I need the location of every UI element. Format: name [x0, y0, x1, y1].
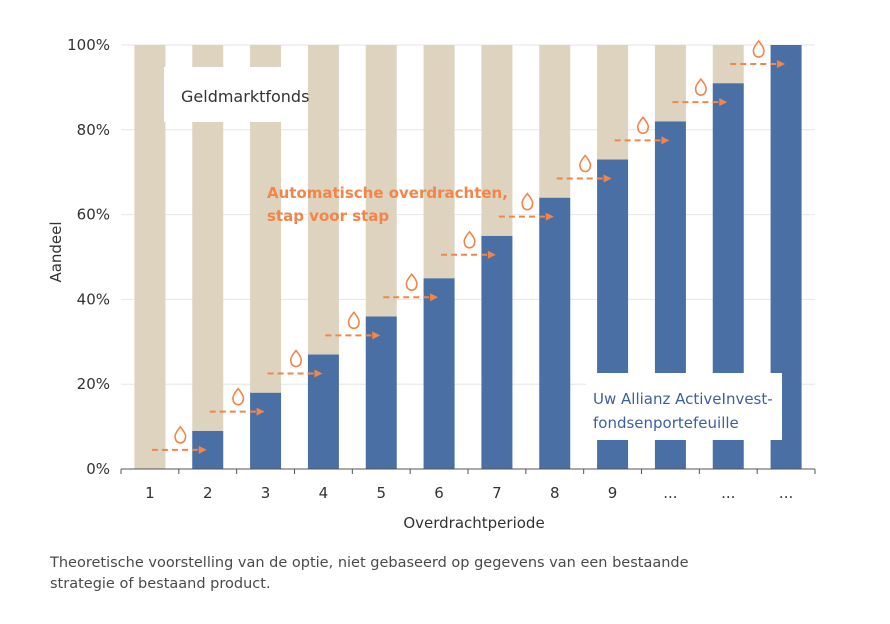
x-tick-label: ... [779, 484, 793, 502]
bar-geldmarktfonds [712, 45, 744, 84]
y-tick-label: 60% [77, 206, 110, 224]
x-tick-label: 5 [376, 484, 386, 502]
x-tick-label: ... [721, 484, 735, 502]
arrow-head-icon [430, 293, 439, 302]
bar-portfolio [423, 278, 455, 469]
y-tick-label: 40% [77, 290, 110, 308]
x-tick-label: 9 [608, 484, 618, 502]
label-portfolio-line2: fondsenportefeuille [593, 414, 739, 432]
arrow-head-icon [719, 98, 728, 107]
water-drop-icon [579, 154, 592, 173]
arrow-head-icon [198, 445, 207, 454]
bar-portfolio [539, 197, 571, 469]
bar-geldmarktfonds [307, 45, 339, 355]
label-portfolio-line1: Uw Allianz ActiveInvest- [593, 390, 773, 408]
arrow-head-icon [777, 60, 786, 68]
water-drop-icon [232, 387, 245, 406]
caption: Theoretische voorstelling van de optie, … [50, 553, 850, 595]
bar-geldmarktfonds [423, 45, 455, 279]
arrow-head-icon [603, 174, 612, 183]
bar-portfolio [250, 392, 282, 469]
water-drop-icon [174, 425, 187, 444]
x-tick-label: ... [663, 484, 677, 502]
label-transfers-line1: Automatische overdrachten, [267, 184, 508, 202]
bar-portfolio [365, 316, 397, 469]
y-tick-labels: 0% 20% 40% 60% 80% 100% [67, 36, 110, 478]
arrow-head-icon [487, 250, 496, 259]
water-drop-icon [347, 311, 360, 330]
y-tick-label: 0% [86, 460, 110, 478]
transfer-arrows [151, 39, 786, 454]
label-transfers-line2: stap voor stap [267, 207, 389, 225]
x-tick-labels: 1 2 3 4 5 6 7 8 9......... [120, 469, 816, 502]
water-drop-icon [405, 272, 418, 291]
bar-portfolio [307, 354, 339, 469]
bar-geldmarktfonds [597, 45, 629, 160]
label-backdrop-portfolio [586, 373, 782, 440]
bar-geldmarktfonds [539, 45, 571, 198]
x-axis-title: Overdrachtperiode [403, 514, 544, 532]
arrow-head-icon [661, 136, 670, 145]
x-tick-label: 4 [319, 484, 329, 502]
water-drop-icon [752, 39, 765, 58]
y-axis-title: Aandeel [47, 221, 65, 282]
y-tick-label: 100% [67, 36, 110, 54]
bar-geldmarktfonds [654, 45, 686, 122]
caption-line2: strategie of bestaand product. [50, 576, 271, 592]
arrow-head-icon [314, 369, 323, 378]
x-tick-label: 3 [261, 484, 271, 502]
bar-geldmarktfonds [365, 45, 397, 317]
y-tick-label: 80% [77, 121, 110, 139]
arrow-head-icon [256, 407, 265, 416]
water-drop-icon [463, 230, 476, 249]
x-tick-label: 7 [492, 484, 502, 502]
arrow-head-icon [372, 331, 381, 340]
label-backdrop-geldmarktfonds [164, 67, 304, 122]
water-drop-icon [521, 192, 534, 211]
water-drop-icon [694, 77, 707, 96]
label-geldmarktfonds: Geldmarktfonds [181, 87, 309, 106]
water-drop-icon [289, 349, 303, 368]
water-drop-icon [636, 116, 650, 135]
caption-line1: Theoretische voorstelling van de optie, … [50, 555, 689, 571]
bar-portfolio [481, 235, 513, 469]
arrow-head-icon [545, 212, 554, 221]
x-tick-label: 1 [145, 484, 155, 502]
chart: 0% 20% 40% 60% 80% 100% 1 2 3 4 5 6 7 8 9......... Ov… [47, 36, 816, 532]
x-tick-label: 6 [434, 484, 444, 502]
x-tick-label: 8 [550, 484, 560, 502]
bar-geldmarktfonds [134, 45, 166, 469]
bar-geldmarktfonds [481, 45, 513, 236]
x-tick-label: 2 [203, 484, 213, 502]
y-tick-label: 20% [77, 375, 110, 393]
